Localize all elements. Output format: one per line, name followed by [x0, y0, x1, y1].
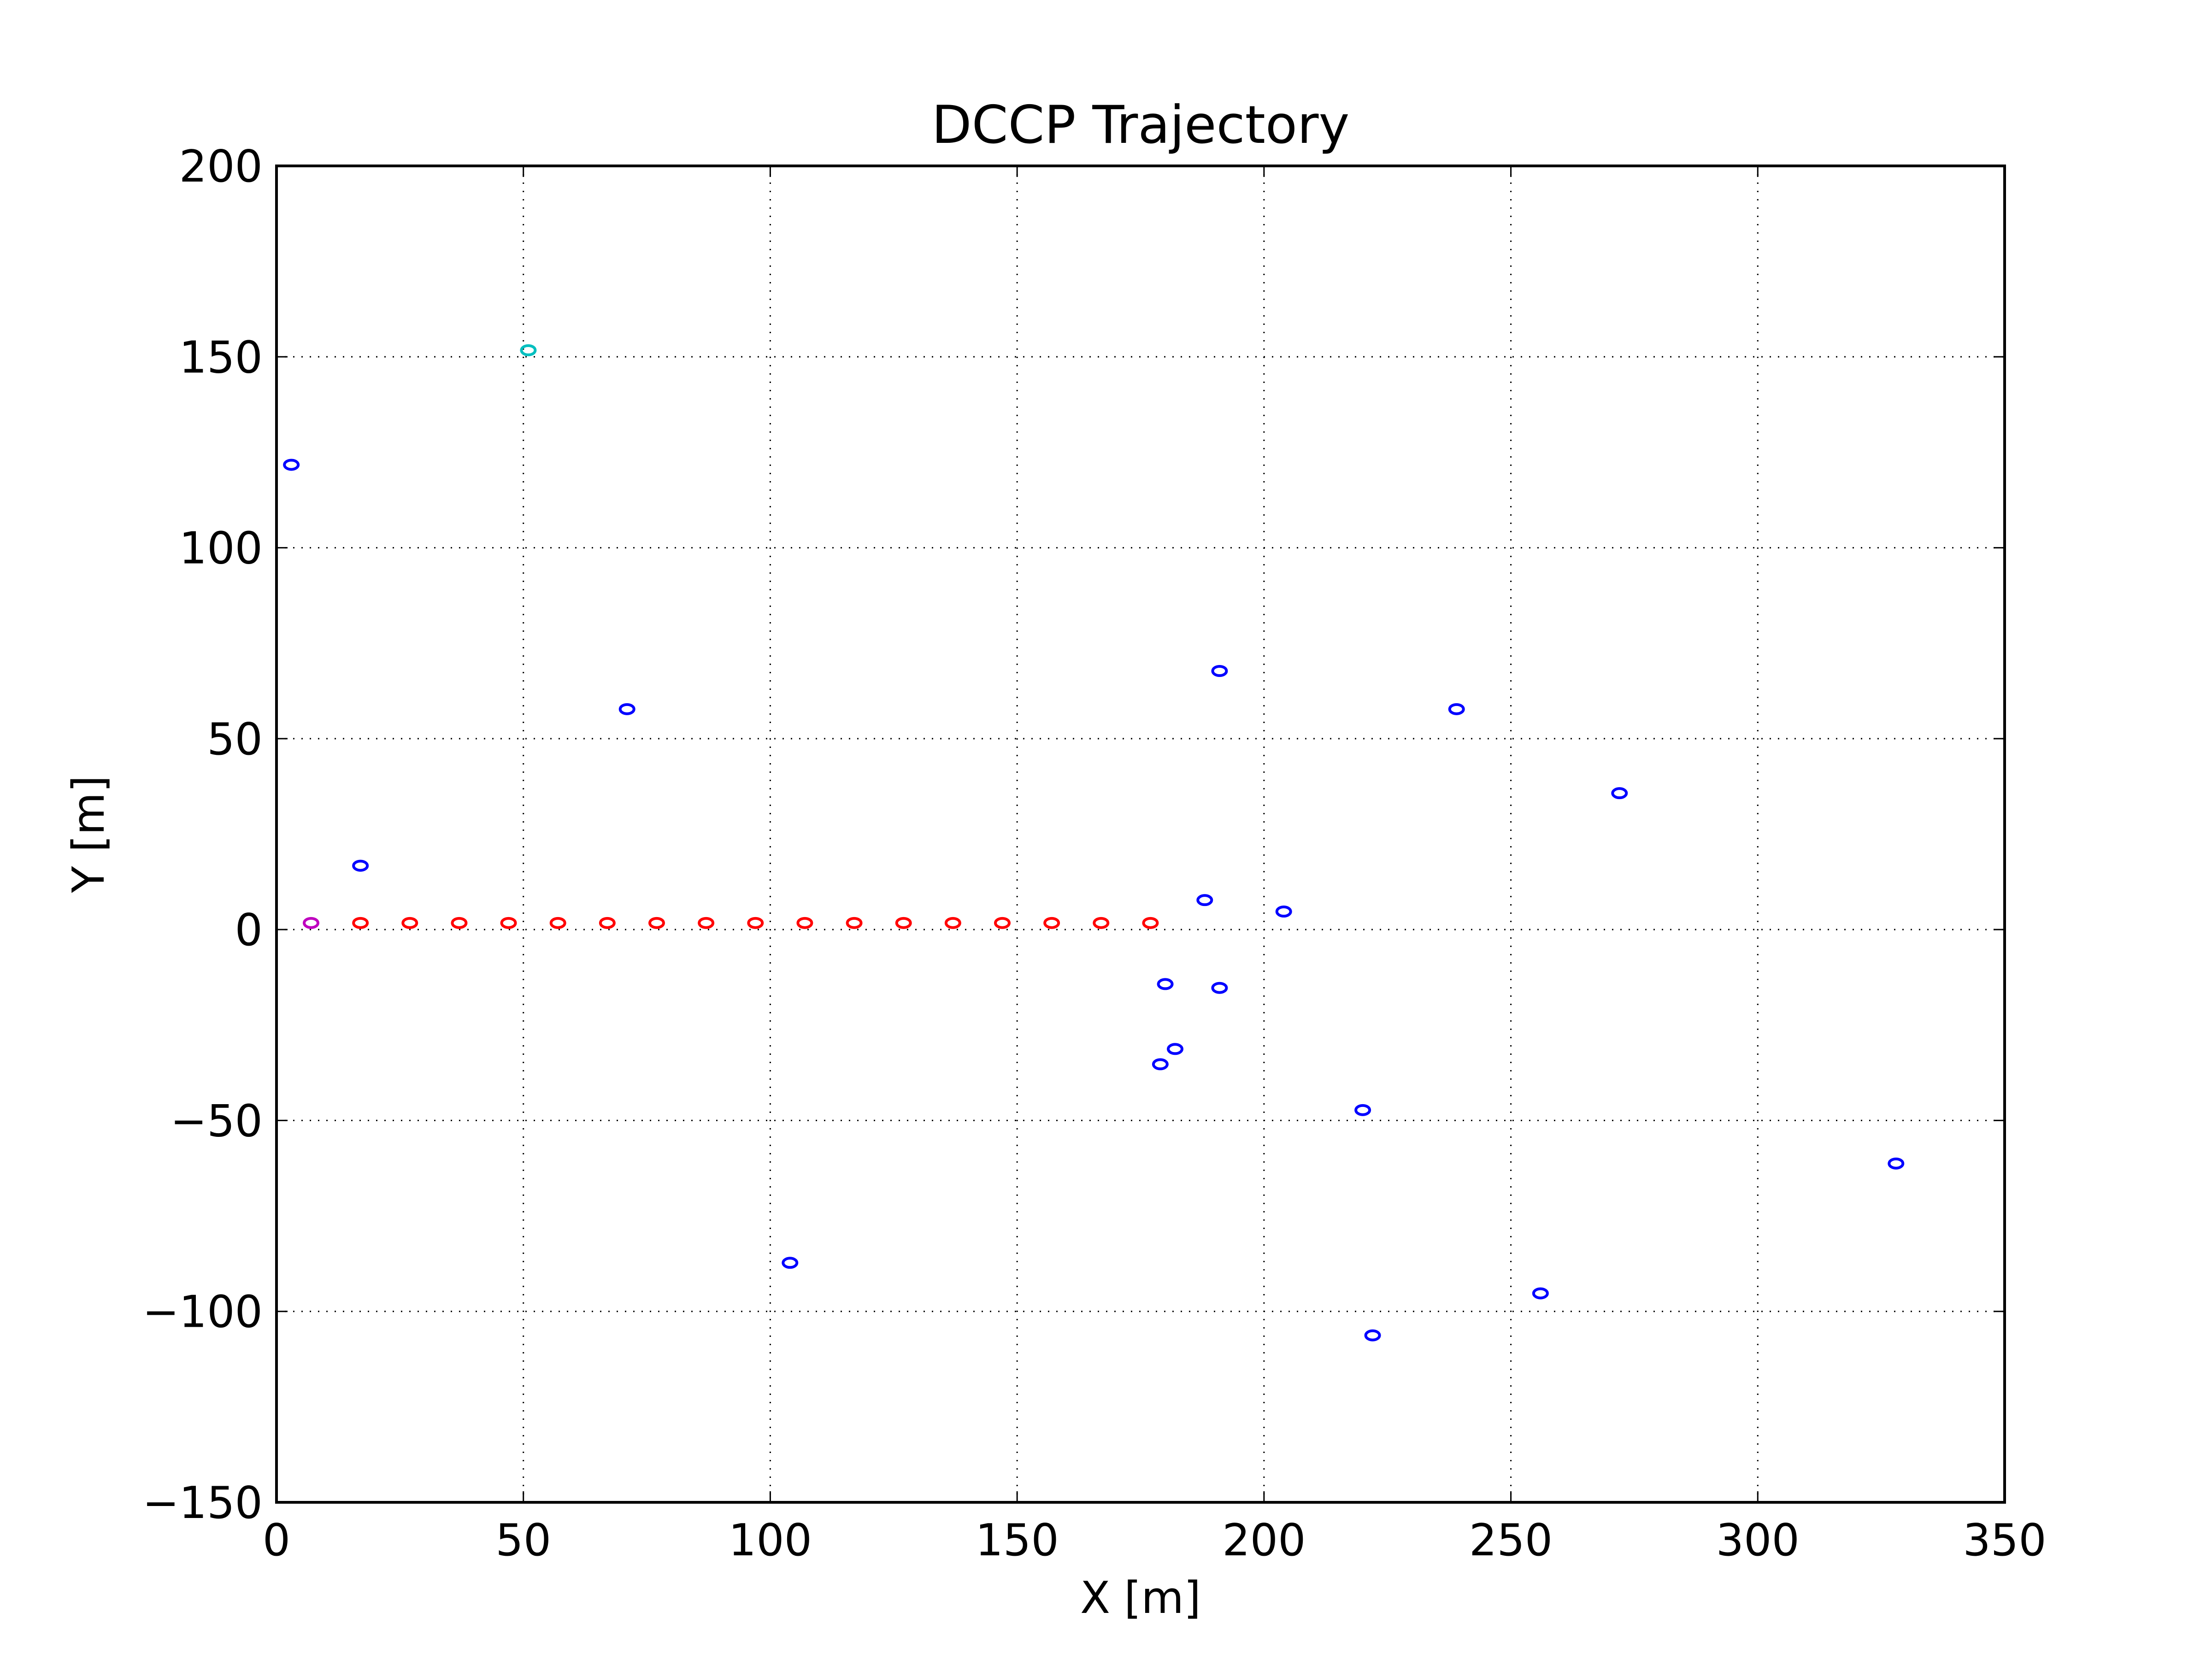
data-point [994, 917, 1011, 929]
x-tick-label: 300 [1716, 1515, 1800, 1566]
x-axis-label: X [m] [1080, 1573, 1201, 1624]
data-point [747, 917, 764, 929]
x-tick-label: 0 [263, 1515, 290, 1566]
x-tick-label: 100 [729, 1515, 812, 1566]
x-tick-label: 200 [1222, 1515, 1306, 1566]
data-point [1532, 1287, 1549, 1300]
data-point [796, 917, 813, 929]
data-point [1448, 703, 1465, 715]
y-tick-label: 150 [179, 332, 263, 383]
data-point [1275, 906, 1292, 918]
data-point [1093, 917, 1110, 929]
data-point [1211, 665, 1228, 677]
data-point [1167, 1043, 1183, 1055]
data-point [895, 917, 912, 929]
data-point [549, 917, 566, 929]
x-tick-label: 250 [1469, 1515, 1553, 1566]
x-tick-label: 150 [975, 1515, 1059, 1566]
data-point [1211, 982, 1228, 994]
data-point [1196, 894, 1213, 906]
plot-frame [275, 165, 2006, 1504]
data-point [303, 917, 319, 929]
y-tick-label: 0 [235, 905, 263, 956]
grid-lines [276, 166, 2005, 1502]
data-point [648, 917, 665, 929]
x-tick-label: 350 [1963, 1515, 2046, 1566]
data-point [1888, 1157, 1905, 1170]
data-point [352, 859, 369, 872]
data-point [1364, 1329, 1381, 1341]
data-point [520, 344, 537, 356]
data-point [352, 917, 369, 929]
x-tick-label: 50 [495, 1515, 551, 1566]
y-tick-label: 200 [179, 141, 263, 192]
y-tick-label: 50 [207, 714, 263, 765]
y-tick-label: −50 [171, 1096, 263, 1147]
data-point [846, 917, 863, 929]
y-tick-labels: −150 −100 −50 0 50 100 150 200 [142, 141, 263, 1529]
data-point [1152, 1058, 1169, 1071]
data-point [944, 917, 961, 929]
chart-title: DCCP Trajectory [932, 94, 1350, 155]
x-tick-labels: 0 50 100 150 200 250 300 350 [263, 1515, 2047, 1566]
y-tick-label: −100 [142, 1287, 263, 1338]
data-point [618, 703, 635, 715]
data-point [1157, 978, 1174, 990]
data-point [782, 1257, 799, 1269]
data-point [283, 459, 300, 471]
data-point [1043, 917, 1060, 929]
data-point [599, 917, 616, 929]
data-point [1611, 787, 1628, 800]
data-point [451, 917, 468, 929]
data-point [401, 917, 418, 929]
data-points [283, 344, 1905, 1341]
data-point [1354, 1104, 1371, 1116]
y-tick-label: −150 [142, 1478, 263, 1529]
y-axis-label: Y [m] [64, 776, 114, 894]
data-point [1142, 917, 1159, 929]
y-tick-label: 100 [179, 524, 263, 574]
data-point [698, 917, 715, 929]
data-point [500, 917, 517, 929]
